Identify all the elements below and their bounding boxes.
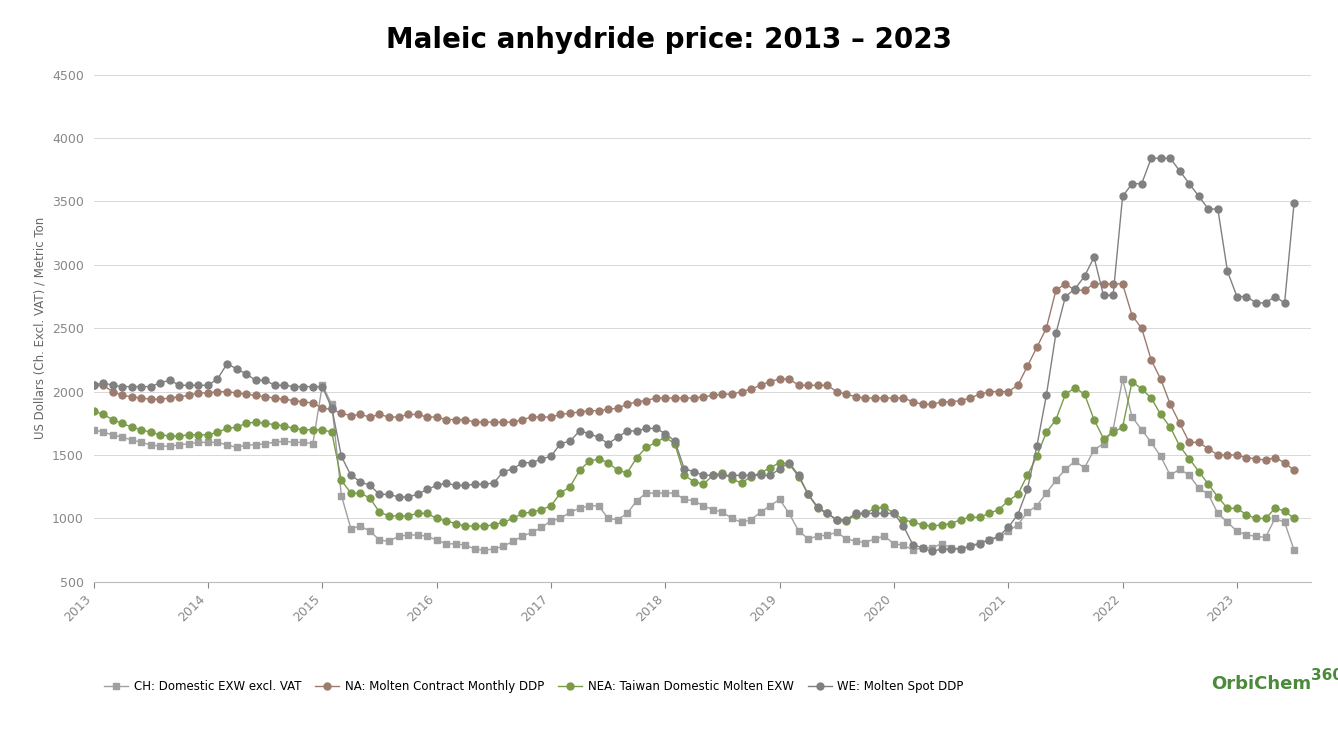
Text: Maleic anhydride price: 2013 – 2023: Maleic anhydride price: 2013 – 2023: [385, 26, 953, 54]
Text: 360: 360: [1311, 668, 1338, 683]
Y-axis label: US Dollars (Ch. Excl. VAT) / Metric Ton: US Dollars (Ch. Excl. VAT) / Metric Ton: [33, 217, 47, 439]
Legend: CH: Domestic EXW excl. VAT, NA: Molten Contract Monthly DDP, NEA: Taiwan Domesti: CH: Domestic EXW excl. VAT, NA: Molten C…: [99, 675, 969, 698]
Text: OrbiChem: OrbiChem: [1211, 675, 1311, 694]
